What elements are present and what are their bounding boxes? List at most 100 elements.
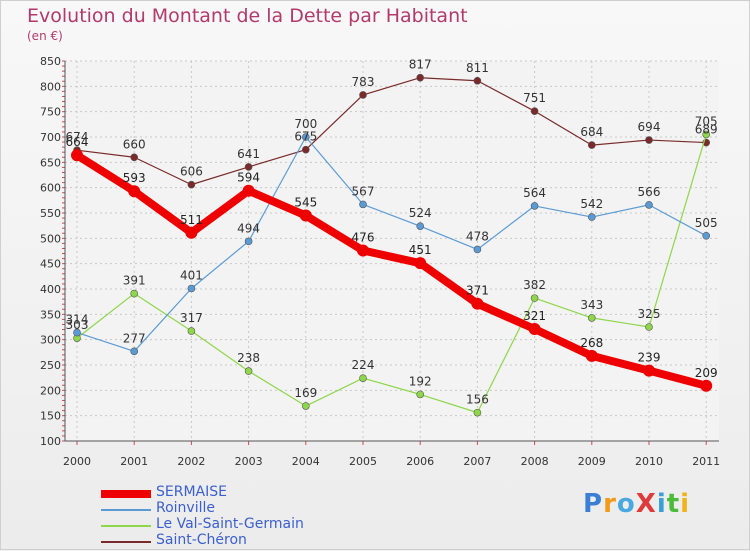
data-point-saint-cheron [530, 107, 539, 115]
data-label-roinville: 505 [695, 216, 718, 230]
data-point-le-val-saint-germain [416, 390, 425, 399]
data-point-sermaise [299, 209, 312, 222]
data-point-saint-cheron [130, 153, 138, 162]
data-point-sermaise [242, 184, 255, 197]
y-tick-label: 350 [40, 308, 61, 321]
y-tick-label: 200 [40, 384, 61, 397]
data-label-sermaise: 268 [580, 336, 603, 350]
y-tick-label: 500 [40, 232, 61, 245]
plot-area [65, 61, 719, 441]
y-tick-label: 100 [40, 435, 61, 448]
unit-label: (en €) [27, 29, 63, 43]
y-tick-label: 800 [40, 80, 61, 93]
data-point-sermaise [585, 349, 598, 362]
x-tick-label: 2010 [635, 455, 663, 468]
data-label-le-val-saint-germain: 391 [123, 274, 146, 288]
data-label-saint-cheron: 674 [66, 130, 89, 144]
x-tick-label: 2011 [692, 455, 720, 468]
data-label-le-val-saint-germain: 317 [180, 311, 203, 325]
data-label-saint-cheron: 641 [237, 147, 260, 161]
y-tick-label: 150 [40, 410, 61, 423]
y-tick-label: 400 [40, 283, 61, 296]
series-line-saint-cheron [76, 77, 707, 186]
data-label-le-val-saint-germain: 325 [638, 307, 661, 321]
series-line-roinville [76, 136, 707, 352]
data-label-le-val-saint-germain: 156 [466, 393, 489, 407]
data-label-sermaise: 321 [523, 309, 546, 323]
y-tick-label: 450 [40, 258, 61, 271]
data-label-roinville: 564 [523, 186, 546, 200]
data-point-le-val-saint-germain [130, 289, 138, 298]
legend-label: Roinville [156, 500, 215, 516]
data-label-sermaise: 371 [466, 284, 489, 298]
data-point-roinville [473, 245, 482, 254]
data-label-le-val-saint-germain: 382 [523, 278, 546, 292]
data-point-roinville [187, 284, 196, 293]
data-label-sermaise: 545 [294, 196, 317, 210]
data-label-le-val-saint-germain: 343 [580, 298, 603, 312]
data-point-le-val-saint-germain [530, 294, 539, 302]
data-label-roinville: 314 [66, 313, 89, 327]
data-label-saint-cheron: 811 [466, 61, 489, 75]
data-label-le-val-saint-germain: 705 [695, 114, 718, 128]
data-point-le-val-saint-germain [473, 408, 482, 417]
data-label-le-val-saint-germain: 303 [66, 318, 89, 332]
data-point-roinville [702, 232, 711, 240]
data-label-sermaise: 451 [409, 243, 432, 257]
data-point-saint-cheron [187, 180, 196, 189]
data-label-sermaise: 209 [695, 366, 718, 380]
y-tick-label: 850 [40, 55, 61, 68]
data-point-roinville [645, 201, 653, 209]
data-point-sermaise [643, 364, 655, 377]
data-point-le-val-saint-germain [244, 367, 253, 375]
legend-swatch [101, 509, 151, 511]
series-line-le-val-saint-germain [76, 133, 707, 414]
data-point-le-val-saint-germain [187, 327, 196, 335]
legend-swatch [101, 525, 151, 527]
data-label-roinville: 494 [237, 221, 260, 235]
data-point-saint-cheron [301, 145, 310, 154]
y-tick-label: 650 [40, 156, 61, 169]
data-label-roinville: 524 [409, 206, 432, 220]
data-label-saint-cheron: 694 [638, 120, 661, 134]
data-label-le-val-saint-germain: 238 [237, 351, 260, 365]
data-point-le-val-saint-germain [587, 314, 596, 322]
x-tick-label: 2003 [235, 455, 263, 468]
data-point-sermaise [357, 244, 369, 257]
data-point-sermaise [528, 323, 541, 336]
data-point-roinville [73, 328, 81, 337]
x-tick-label: 2009 [578, 455, 606, 468]
y-tick-label: 300 [40, 334, 61, 347]
legend-label: SERMAISE [156, 484, 227, 500]
x-tick-label: 2008 [521, 455, 549, 468]
data-label-sermaise: 511 [180, 213, 203, 227]
data-point-le-val-saint-germain [359, 374, 367, 382]
y-tick-label: 250 [40, 359, 61, 372]
data-label-sermaise: 476 [352, 230, 375, 244]
data-point-le-val-saint-germain [645, 323, 653, 331]
data-label-saint-cheron: 684 [580, 125, 603, 139]
legend-swatch [101, 541, 151, 543]
data-label-sermaise: 593 [123, 171, 146, 185]
x-tick-label: 2002 [177, 455, 205, 468]
x-tick-label: 2004 [292, 455, 320, 468]
y-tick-label: 700 [40, 131, 61, 144]
data-point-sermaise [185, 226, 198, 239]
data-label-roinville: 277 [123, 331, 146, 345]
data-point-saint-cheron [359, 91, 367, 99]
legend-label: Saint-Chéron [156, 532, 247, 548]
data-point-sermaise [128, 185, 141, 198]
y-tick-label: 550 [40, 207, 61, 220]
data-point-sermaise [71, 149, 83, 162]
data-label-le-val-saint-germain: 224 [352, 358, 375, 372]
y-tick-label: 750 [40, 106, 61, 119]
legend-swatch [101, 490, 151, 498]
data-point-roinville [587, 213, 596, 221]
data-label-sermaise: 594 [237, 171, 260, 185]
data-point-roinville [416, 222, 425, 230]
data-label-saint-cheron: 689 [695, 123, 718, 137]
data-point-le-val-saint-germain [301, 402, 310, 410]
data-point-roinville [130, 347, 138, 356]
data-label-le-val-saint-germain: 192 [409, 374, 432, 388]
